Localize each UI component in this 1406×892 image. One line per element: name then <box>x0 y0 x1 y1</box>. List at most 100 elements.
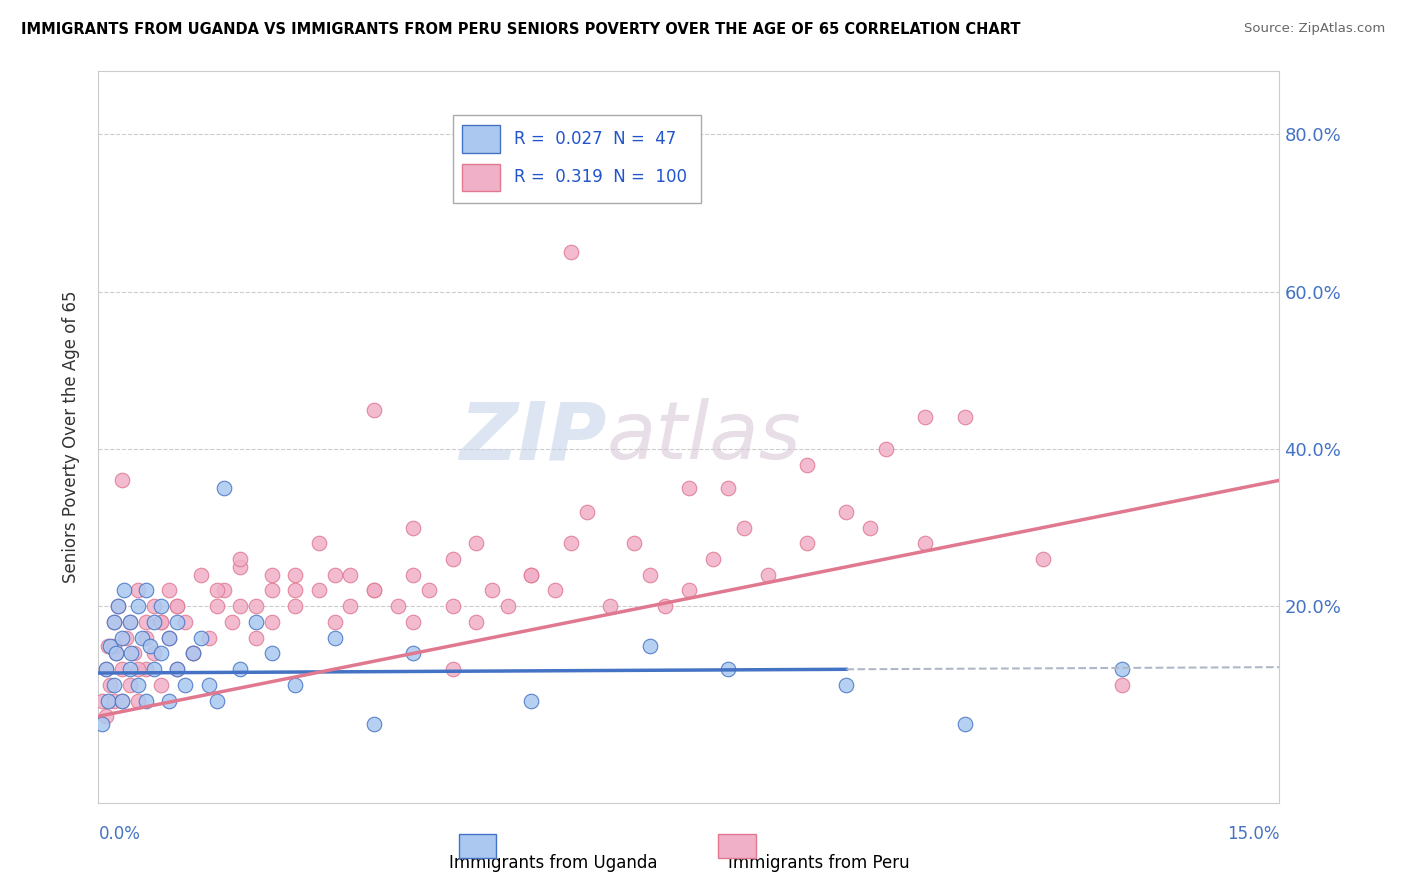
Point <box>914 536 936 550</box>
Point <box>166 599 188 614</box>
Point <box>111 693 134 707</box>
Point <box>166 662 188 676</box>
Point <box>166 599 188 614</box>
Point <box>157 631 180 645</box>
Text: 15.0%: 15.0% <box>1227 825 1279 843</box>
Point <box>138 639 160 653</box>
Point <box>97 693 120 707</box>
Point <box>481 583 503 598</box>
Point <box>127 599 149 614</box>
Point <box>229 662 252 676</box>
Point <box>520 567 543 582</box>
Point <box>190 567 212 582</box>
Point <box>387 599 409 614</box>
Text: atlas: atlas <box>606 398 801 476</box>
Point <box>96 662 118 676</box>
Point <box>91 693 114 707</box>
Point <box>363 402 385 417</box>
Point <box>914 410 936 425</box>
Point <box>260 583 283 598</box>
Point <box>1032 552 1054 566</box>
Point <box>127 693 149 707</box>
Point <box>103 639 125 653</box>
Point <box>284 599 307 614</box>
Point <box>104 646 127 660</box>
Point <box>98 639 121 653</box>
Point <box>323 615 346 629</box>
Point <box>103 615 125 629</box>
Text: IMMIGRANTS FROM UGANDA VS IMMIGRANTS FROM PERU SENIORS POVERTY OVER THE AGE OF 6: IMMIGRANTS FROM UGANDA VS IMMIGRANTS FRO… <box>21 22 1021 37</box>
Point <box>205 599 228 614</box>
Point <box>363 717 385 731</box>
Point <box>323 631 346 645</box>
Point <box>214 481 236 495</box>
Point <box>107 599 129 614</box>
Bar <box>458 834 496 858</box>
Point <box>157 693 180 707</box>
Point <box>623 536 645 550</box>
Point <box>875 442 897 456</box>
Bar <box>718 834 756 858</box>
Point <box>796 536 818 550</box>
Point <box>118 678 141 692</box>
Point <box>142 599 165 614</box>
Text: R =  0.027  N =  47: R = 0.027 N = 47 <box>515 130 676 148</box>
Point <box>150 615 173 629</box>
Point <box>756 567 779 582</box>
Y-axis label: Seniors Poverty Over the Age of 65: Seniors Poverty Over the Age of 65 <box>62 291 80 583</box>
Point <box>111 631 134 645</box>
Point <box>308 583 330 598</box>
Point <box>111 662 134 676</box>
Point <box>363 583 385 598</box>
Bar <box>463 126 501 153</box>
Text: 0.0%: 0.0% <box>98 825 141 843</box>
Point <box>733 520 755 534</box>
Point <box>127 678 149 692</box>
Point <box>284 678 307 692</box>
Point <box>150 599 173 614</box>
Point <box>111 693 134 707</box>
Point <box>441 662 464 676</box>
Point <box>166 615 188 629</box>
Point <box>308 536 330 550</box>
Point <box>245 631 267 645</box>
Point <box>103 678 125 692</box>
Point <box>835 505 858 519</box>
Point <box>115 631 138 645</box>
Point <box>1111 678 1133 692</box>
Point <box>150 646 173 660</box>
Point <box>859 520 882 534</box>
Point <box>465 536 488 550</box>
Point <box>520 567 543 582</box>
Point <box>363 583 385 598</box>
Point <box>284 583 307 598</box>
Point <box>835 678 858 692</box>
Point <box>214 583 236 598</box>
Point <box>638 567 661 582</box>
Text: ZIP: ZIP <box>458 398 606 476</box>
Point <box>135 693 157 707</box>
Point <box>111 473 134 487</box>
Point <box>544 583 567 598</box>
Point <box>96 709 118 723</box>
Point <box>441 552 464 566</box>
Point <box>638 639 661 653</box>
Point <box>560 245 582 260</box>
Point <box>678 583 700 598</box>
Text: Immigrants from Peru: Immigrants from Peru <box>728 854 910 872</box>
Point <box>953 410 976 425</box>
Point <box>98 678 121 692</box>
Point <box>127 583 149 598</box>
Point <box>181 646 204 660</box>
Point <box>260 567 283 582</box>
Text: Source: ZipAtlas.com: Source: ZipAtlas.com <box>1244 22 1385 36</box>
Point <box>284 567 307 582</box>
Point <box>1111 662 1133 676</box>
Point <box>229 559 252 574</box>
Point <box>127 662 149 676</box>
Point <box>575 505 598 519</box>
Point <box>135 662 157 676</box>
Point <box>323 567 346 582</box>
Point <box>339 599 361 614</box>
Point <box>97 639 120 653</box>
